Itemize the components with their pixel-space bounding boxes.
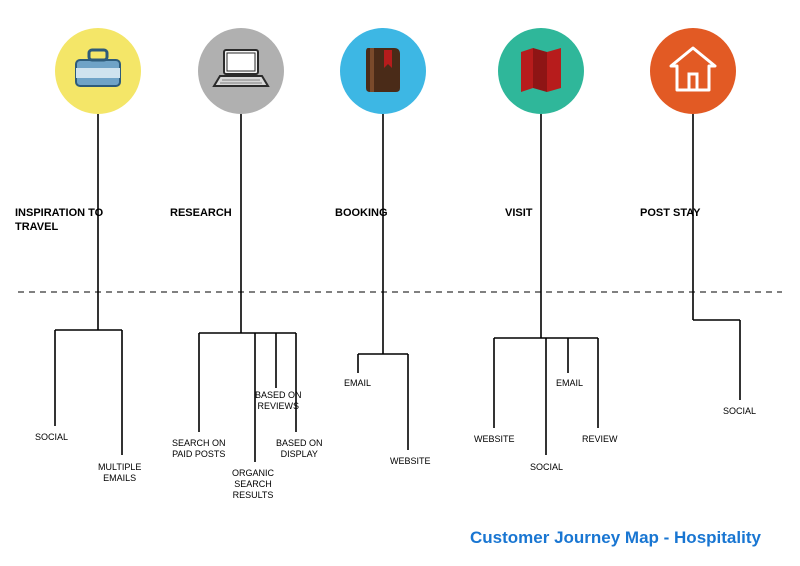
inspiration-branch-0-label: SOCIAL: [35, 432, 68, 443]
visit-icon: [517, 44, 565, 99]
booking-circle: [340, 28, 426, 114]
poststay-label: POST STAY: [640, 206, 701, 220]
research-branch-3-label: BASED ON DISPLAY: [276, 438, 323, 460]
booking-icon: [362, 44, 404, 99]
inspiration-icon: [70, 46, 126, 97]
research-icon: [212, 46, 270, 97]
booking-branch-1-label: WEBSITE: [390, 456, 431, 467]
booking-branch-0-label: EMAIL: [344, 378, 371, 389]
research-circle: [198, 28, 284, 114]
inspiration-label: INSPIRATION TO TRAVEL: [15, 206, 103, 235]
inspiration-branch-1-label: MULTIPLE EMAILS: [98, 462, 141, 484]
booking-label: BOOKING: [335, 206, 388, 220]
visit-branch-1-label: SOCIAL: [530, 462, 563, 473]
poststay-branch-0-label: SOCIAL: [723, 406, 756, 417]
poststay-circle: [650, 28, 736, 114]
visit-circle: [498, 28, 584, 114]
visit-branch-3-label: REVIEW: [582, 434, 618, 445]
research-branch-1-label: ORGANIC SEARCH RESULTS: [232, 468, 274, 500]
visit-branch-0-label: WEBSITE: [474, 434, 515, 445]
research-branch-2-label: BASED ON REVIEWS: [255, 390, 302, 412]
footer-title: Customer Journey Map - Hospitality: [470, 528, 761, 548]
visit-branch-2-label: EMAIL: [556, 378, 583, 389]
visit-label: VISIT: [505, 206, 533, 220]
poststay-icon: [667, 44, 719, 99]
research-branch-0-label: SEARCH ON PAID POSTS: [172, 438, 226, 460]
inspiration-circle: [55, 28, 141, 114]
research-label: RESEARCH: [170, 206, 232, 220]
